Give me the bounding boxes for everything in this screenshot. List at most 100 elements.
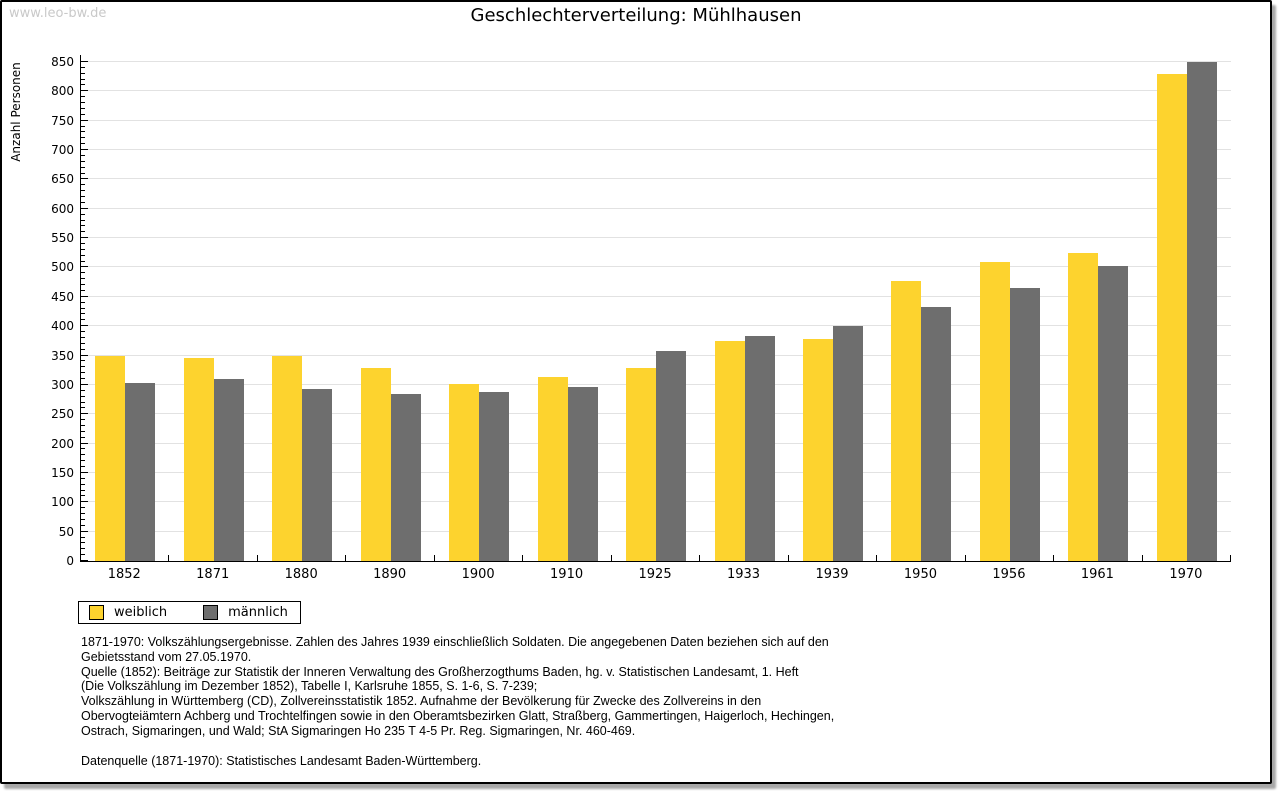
y-axis-minor-tick xyxy=(81,424,85,426)
bar-weiblich-1910 xyxy=(537,377,568,561)
x-axis-label: 1950 xyxy=(903,567,937,582)
x-axis-label: 1925 xyxy=(638,567,672,582)
x-axis-label: 1933 xyxy=(726,567,761,582)
bar-group-1925 xyxy=(612,55,700,561)
bar-weiblich-1950 xyxy=(891,280,922,561)
x-axis-tick xyxy=(1053,555,1055,561)
gridline xyxy=(81,354,1231,356)
y-axis-minor-tick xyxy=(81,489,85,491)
y-axis-minor-tick xyxy=(81,254,85,256)
y-axis-major-tick xyxy=(81,119,88,121)
y-axis-tick-label: 450 xyxy=(51,289,74,304)
x-axis-labels: 1852 1871 1880 1890 1900 1910 1925 1933 1939 1950… xyxy=(80,567,1230,582)
bar-weiblich-1925 xyxy=(626,368,657,561)
y-axis-tick-labels: 0 50 100 150 200 250 300 350 400 450 500 550 600 650 7… xyxy=(32,55,74,568)
x-axis-label: 1880 xyxy=(284,567,318,582)
footnote-line: Obervogteiämtern Achberg und Trochtelfin… xyxy=(81,708,835,723)
bar-weiblich-1961 xyxy=(1068,252,1099,561)
gridline xyxy=(81,325,1231,327)
y-axis-major-tick xyxy=(81,207,88,209)
gridline xyxy=(81,295,1231,297)
x-axis-label: 1852 xyxy=(107,567,141,582)
y-axis-minor-tick xyxy=(81,260,85,262)
y-axis-major-tick xyxy=(81,149,88,151)
y-axis-minor-tick xyxy=(81,336,85,338)
bar-männlich-1970 xyxy=(1186,62,1217,561)
gridline xyxy=(81,90,1231,92)
x-axis-tick xyxy=(345,555,347,561)
gridline xyxy=(81,266,1231,268)
legend-swatch-maennlich xyxy=(203,605,219,620)
x-axis-label: 1939 xyxy=(815,567,849,582)
x-axis-label: 1900 xyxy=(461,567,495,582)
y-axis-minor-tick xyxy=(81,66,85,68)
y-axis-minor-tick xyxy=(81,201,85,203)
bar-group-1900 xyxy=(435,55,523,561)
bar-group-1910 xyxy=(523,55,611,561)
y-axis-tick-label: 100 xyxy=(51,495,74,510)
y-axis-minor-tick xyxy=(81,196,85,198)
gridline xyxy=(81,149,1231,151)
y-axis-major-tick xyxy=(81,295,88,297)
y-axis-minor-tick xyxy=(81,518,85,520)
y-axis-minor-tick xyxy=(81,407,85,409)
y-axis-minor-tick xyxy=(81,542,85,544)
y-axis-major-tick xyxy=(81,266,88,268)
y-axis-major-tick xyxy=(81,560,88,561)
y-axis-minor-tick xyxy=(81,378,85,380)
gridline xyxy=(81,207,1231,209)
y-axis-minor-tick xyxy=(81,225,85,227)
y-axis-minor-tick xyxy=(81,137,85,139)
bar-weiblich-1900 xyxy=(449,384,480,561)
legend-label-maennlich: männlich xyxy=(228,605,288,620)
bar-männlich-1871 xyxy=(213,379,244,561)
bar-weiblich-1871 xyxy=(183,358,214,561)
bar-männlich-1880 xyxy=(302,389,333,561)
x-axis-tick xyxy=(433,555,435,561)
y-axis-minor-tick xyxy=(81,360,85,362)
x-axis-label: 1910 xyxy=(550,567,584,582)
y-axis-tick-label: 500 xyxy=(51,260,74,275)
y-axis-minor-tick xyxy=(81,278,85,280)
y-axis-major-tick xyxy=(81,471,88,473)
y-axis-minor-tick xyxy=(81,96,85,98)
x-axis-label: 1961 xyxy=(1080,567,1114,582)
y-axis-minor-tick xyxy=(81,348,85,350)
y-axis-minor-tick xyxy=(81,454,85,456)
y-axis-minor-tick xyxy=(81,495,85,497)
bar-männlich-1933 xyxy=(744,336,775,561)
datasource-line: Datenquelle (1871-1970): Statistisches L… xyxy=(81,753,482,768)
y-axis-minor-tick xyxy=(81,401,85,403)
y-axis-major-tick xyxy=(81,383,88,385)
bar-group-1890 xyxy=(346,55,434,561)
bar-männlich-1925 xyxy=(656,351,687,561)
watermark-text: www.leo-bw.de xyxy=(9,6,107,21)
y-axis-minor-tick xyxy=(81,84,85,86)
y-axis-minor-tick xyxy=(81,107,85,109)
y-axis-major-tick xyxy=(81,530,88,532)
y-axis-minor-tick xyxy=(81,319,85,321)
y-axis-major-tick xyxy=(81,61,88,62)
footnotes: 1871-1970: Volkszählungsergebnisse. Zahl… xyxy=(81,635,834,768)
y-axis-major-tick xyxy=(81,325,88,327)
bar-group-1970 xyxy=(1143,55,1231,561)
y-axis-minor-tick xyxy=(81,219,85,221)
bar-weiblich-1880 xyxy=(272,355,303,561)
bar-männlich-1961 xyxy=(1098,265,1129,561)
y-axis-major-tick xyxy=(81,442,88,444)
y-axis-minor-tick xyxy=(81,548,85,550)
y-axis-minor-tick xyxy=(81,513,85,515)
x-axis-tick xyxy=(699,555,701,561)
y-axis-minor-tick xyxy=(81,395,85,397)
footnote-line: Quelle (1852): Beiträge zur Statistik de… xyxy=(81,664,799,679)
x-axis-tick xyxy=(787,555,789,561)
y-axis-minor-tick xyxy=(81,507,85,509)
y-axis-tick-label: 700 xyxy=(51,143,74,158)
y-axis-minor-tick xyxy=(81,131,85,133)
y-axis-major-tick xyxy=(81,237,88,239)
bar-group-1933 xyxy=(700,55,788,561)
bar-group-1880 xyxy=(258,55,346,561)
x-axis-tick xyxy=(1230,555,1231,561)
y-axis-minor-tick xyxy=(81,554,85,556)
